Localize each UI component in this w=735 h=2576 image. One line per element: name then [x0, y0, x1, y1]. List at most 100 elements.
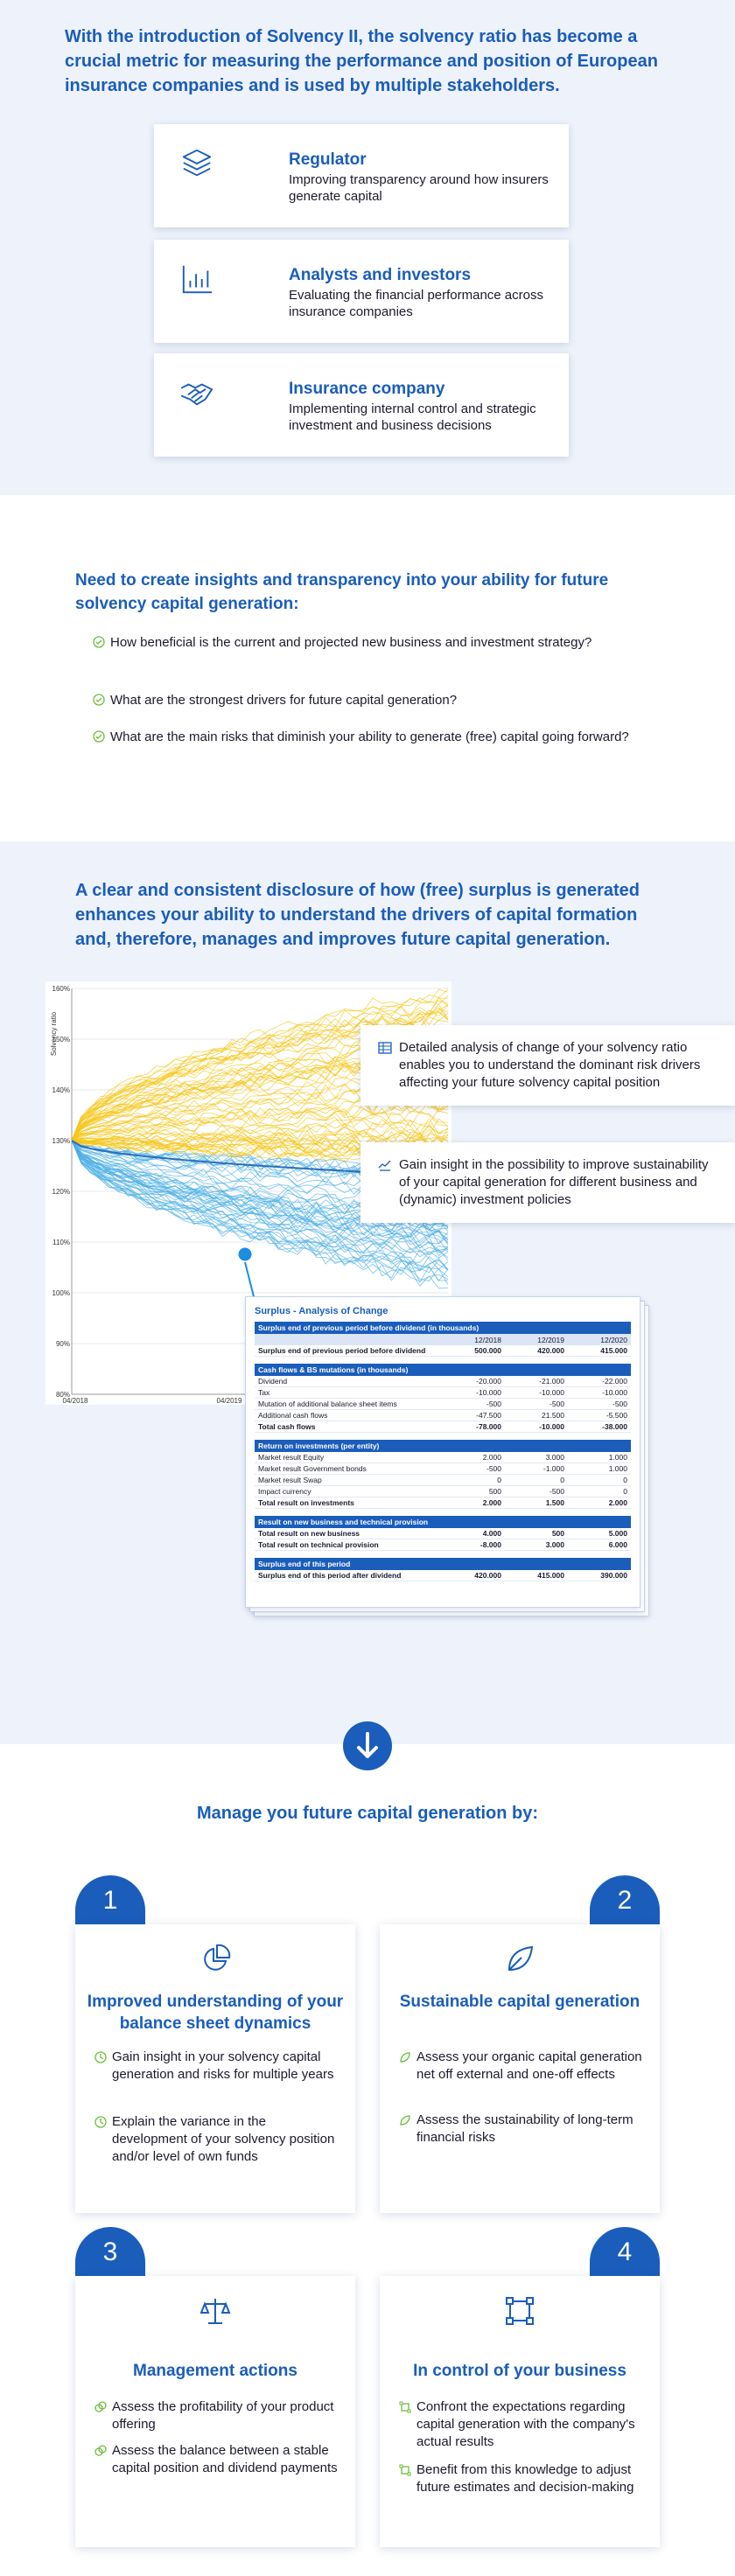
leaf-small-icon	[400, 2052, 410, 2063]
table-section-header: Surplus end of this period	[255, 1558, 631, 1570]
scenario-line	[71, 1010, 449, 1141]
benefit-card-understanding: Improved understanding of your balance s…	[75, 1924, 355, 2213]
card-number-badge: 1	[75, 1875, 145, 1924]
frame-small-icon	[399, 2401, 411, 2413]
card-bullet: Benefit from this knowledge to adjust fu…	[399, 2461, 644, 2496]
x-tick-label: 04/2018	[63, 1397, 88, 1405]
scenario-line	[71, 1140, 449, 1270]
y-tick-label: 100%	[52, 1289, 70, 1297]
check-circle-icon	[93, 636, 105, 648]
table-row: Mutation of additional balance sheet ite…	[255, 1399, 631, 1410]
callout-text: Detailed analysis of change of your solv…	[399, 1040, 701, 1090]
scenario-line	[71, 1140, 449, 1240]
stakeholder-title: Insurance company	[289, 380, 445, 398]
analysis-table-stack: Surplus - Analysis of Change Surplus end…	[245, 1296, 649, 1620]
bar-chart-icon	[182, 265, 213, 294]
callout-insight: Gain insight in the possibility to impro…	[360, 1142, 735, 1223]
benefit-card-management: Management actions Assess the profitabil…	[75, 2276, 355, 2547]
arrow-down-icon	[343, 1721, 392, 1770]
scenario-line	[71, 988, 449, 1141]
leaf-icon	[508, 1945, 534, 1972]
scenario-line	[71, 1118, 449, 1141]
scenario-line	[71, 1140, 449, 1257]
card-title: In control of your business	[413, 2362, 626, 2380]
card-bullet: Assess the profitability of your product…	[94, 2398, 340, 2433]
layers-icon	[182, 149, 212, 177]
scenario-line	[71, 1140, 449, 1232]
scenario-line	[71, 988, 449, 1141]
leaf-small-icon	[400, 2115, 410, 2126]
table-section-header: Surplus end of previous period before di…	[255, 1322, 631, 1334]
scenario-line	[71, 1140, 449, 1263]
table-row: Market result Government bonds -500 -1.000…	[255, 1463, 631, 1475]
coins-icon	[94, 2445, 107, 2456]
scenario-line	[71, 1098, 449, 1141]
scenario-line	[71, 1140, 449, 1289]
y-axis-label: Solvency ratio	[50, 1011, 58, 1056]
year-label: 12/2020	[600, 1335, 627, 1344]
question-item: How beneficial is the current and projec…	[93, 633, 653, 652]
scenario-line	[71, 1134, 449, 1155]
question-text: How beneficial is the current and projec…	[110, 635, 592, 650]
y-tick-label: 160%	[52, 985, 70, 993]
stakeholder-title: Analysts and investors	[289, 266, 472, 284]
table-row: Market result Swap 0 0 0	[255, 1475, 631, 1486]
callout-text: Gain insight in the possibility to impro…	[399, 1157, 709, 1207]
scenario-line	[71, 1003, 449, 1141]
scenario-line	[71, 1120, 449, 1141]
y-tick-label: 150%	[52, 1036, 70, 1044]
card-number-badge: 4	[590, 2227, 660, 2276]
disclosure-section: A clear and consistent disclosure of how…	[0, 841, 735, 1744]
scenario-line	[71, 1140, 449, 1260]
manage-heading: Manage you future capital generation by:	[196, 1804, 539, 1823]
analysis-of-change-table: Surplus - Analysis of Change Surplus end…	[245, 1296, 640, 1608]
y-tick-label: 140%	[52, 1086, 70, 1094]
card-number-badge: 2	[590, 1875, 660, 1924]
scenario-line	[71, 1118, 449, 1141]
manage-section: Manage you future capital generation by:…	[0, 1721, 735, 2576]
x-tick-label: 04/2019	[217, 1397, 242, 1405]
scenario-line	[71, 996, 449, 1141]
y-tick-label: 90%	[56, 1340, 70, 1348]
card-bullet: Assess the balance between a stable capi…	[94, 2442, 340, 2477]
intro-heading: With the introduction of Solvency II, th…	[65, 27, 658, 95]
coins-icon	[94, 2401, 107, 2412]
scenario-line	[71, 1140, 449, 1274]
clock-check-icon	[94, 2051, 107, 2063]
card-bullet: Confront the expectations regarding capi…	[399, 2398, 644, 2451]
card-bullet: Explain the variance in the development …	[94, 2113, 340, 2166]
scenario-line	[71, 1123, 449, 1141]
y-tick-label: 130%	[52, 1137, 70, 1145]
table-row: Additional cash flows -47.500 21.500 -5.500	[255, 1410, 631, 1421]
table-section-header: Return on investments (per entity)	[255, 1440, 631, 1452]
scenario-line	[71, 1140, 449, 1255]
stakeholder-card-analysts: Analysts and investors Evaluating the fi…	[154, 240, 569, 343]
stakeholder-title: Regulator	[289, 150, 367, 169]
handshake-icon	[180, 383, 214, 406]
question-text: What are the main risks that diminish yo…	[110, 730, 629, 744]
stakeholder-desc: Improving transparency around how insure…	[289, 172, 549, 204]
table-row: Total result on technical provision -8.00…	[255, 1539, 631, 1551]
scales-icon	[200, 2299, 231, 2324]
stakeholder-card-insurer: Insurance company Implementing internal …	[154, 353, 569, 457]
needs-heading: Need to create insights and transparency…	[75, 571, 609, 613]
clock-check-icon	[94, 2116, 107, 2128]
card-title: Sustainable capital generation	[399, 1993, 640, 2011]
y-tick-label: 80%	[56, 1391, 70, 1399]
scenario-line	[71, 1003, 449, 1141]
table-row: Total result on new business 4.000 500 5.00…	[255, 1528, 631, 1539]
table-row: Total result on investments 2.000 1.500 2.0…	[255, 1497, 631, 1509]
card-bullet: Gain insight in your solvency capital ge…	[94, 2049, 340, 2084]
stakeholder-card-regulator: Regulator Improving transparency around …	[154, 124, 569, 227]
question-item: What are the main risks that diminish yo…	[93, 728, 653, 746]
chart-hand-icon	[378, 1160, 391, 1171]
table-year-header: 12/2018 12/2019 12/2020	[255, 1334, 631, 1345]
table-title: Surplus - Analysis of Change	[255, 1306, 388, 1316]
benefit-card-control: In control of your business Confront the…	[380, 2276, 660, 2547]
stakeholder-desc: Evaluating the financial performance acr…	[289, 288, 543, 319]
intro-section: With the introduction of Solvency II, th…	[0, 0, 735, 495]
year-label: 12/2019	[537, 1335, 564, 1344]
benefit-card-sustainable: Sustainable capital generation Assess yo…	[380, 1924, 660, 2213]
table-row: Surplus end of previous period before di…	[255, 1345, 631, 1357]
frame-small-icon	[399, 2464, 411, 2476]
